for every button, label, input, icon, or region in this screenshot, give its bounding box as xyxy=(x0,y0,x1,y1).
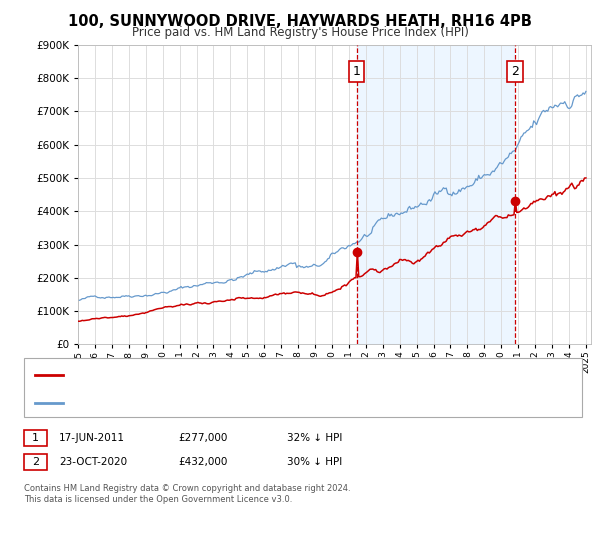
Text: £277,000: £277,000 xyxy=(179,433,228,443)
Text: 30% ↓ HPI: 30% ↓ HPI xyxy=(287,457,342,467)
Text: HPI: Average price, detached house, Mid Sussex: HPI: Average price, detached house, Mid … xyxy=(69,398,305,408)
Text: 1: 1 xyxy=(32,433,39,443)
Text: Contains HM Land Registry data © Crown copyright and database right 2024.
This d: Contains HM Land Registry data © Crown c… xyxy=(24,484,350,504)
Text: Price paid vs. HM Land Registry's House Price Index (HPI): Price paid vs. HM Land Registry's House … xyxy=(131,26,469,39)
Text: 2: 2 xyxy=(511,65,519,78)
Text: 100, SUNNYWOOD DRIVE, HAYWARDS HEATH, RH16 4PB (detached house): 100, SUNNYWOOD DRIVE, HAYWARDS HEATH, RH… xyxy=(69,370,434,380)
Text: £432,000: £432,000 xyxy=(179,457,228,467)
Text: 1: 1 xyxy=(353,65,361,78)
Text: 17-JUN-2011: 17-JUN-2011 xyxy=(59,433,125,443)
Text: 100, SUNNYWOOD DRIVE, HAYWARDS HEATH, RH16 4PB: 100, SUNNYWOOD DRIVE, HAYWARDS HEATH, RH… xyxy=(68,14,532,29)
Text: 23-OCT-2020: 23-OCT-2020 xyxy=(59,457,127,467)
Text: 2: 2 xyxy=(32,457,39,467)
Text: 32% ↓ HPI: 32% ↓ HPI xyxy=(287,433,342,443)
